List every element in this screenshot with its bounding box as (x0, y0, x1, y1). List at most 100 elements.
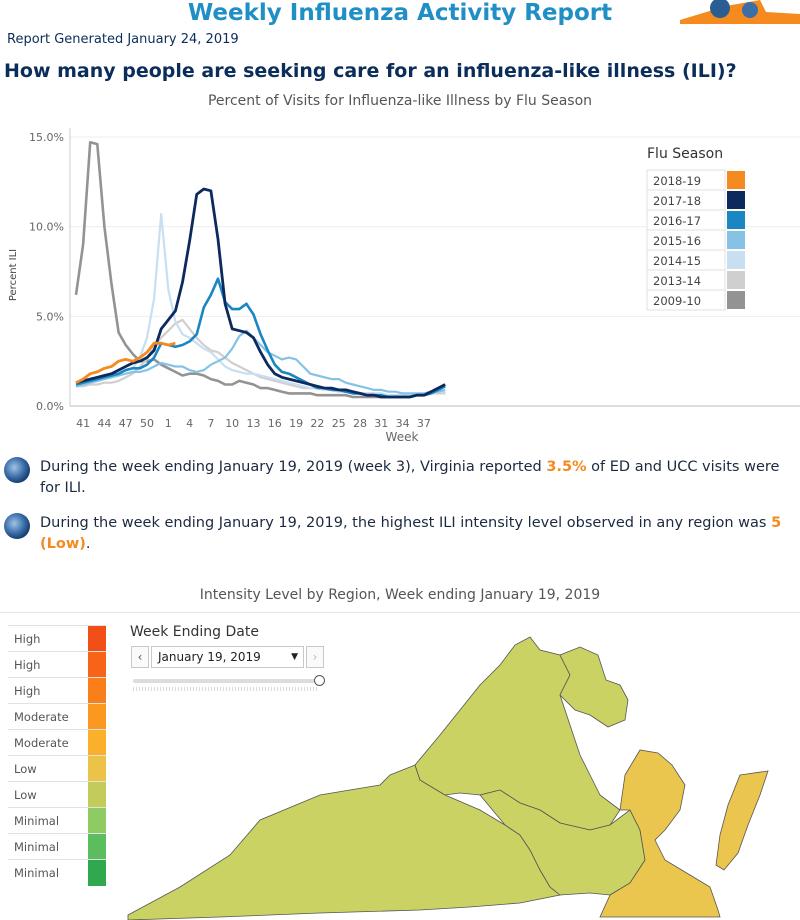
question-heading: How many people are seeking care for an … (4, 60, 737, 82)
intensity-level-label: Moderate (14, 736, 69, 750)
intensity-level-label: High (14, 632, 41, 646)
legend-swatch (727, 191, 745, 209)
virginia-logo (680, 0, 800, 24)
virus-icon (4, 457, 30, 483)
legend-label: 2013-14 (653, 274, 701, 288)
intensity-legend-row: Moderate (8, 729, 106, 756)
intensity-legend-row: Minimal (8, 859, 106, 886)
intensity-swatch (88, 652, 106, 678)
intensity-swatch (88, 704, 106, 730)
legend-label: 2009-10 (653, 294, 701, 308)
legend-swatch (727, 171, 745, 189)
x-tick-label: 28 (353, 417, 367, 430)
intensity-level-label: High (14, 658, 41, 672)
week-slider-track[interactable] (133, 679, 319, 683)
intensity-legend-row: Minimal (8, 807, 106, 834)
bullet-text: During the week ending January 19, 2019,… (40, 515, 772, 531)
next-week-button[interactable]: › (306, 646, 324, 668)
intensity-legend-row: Moderate (8, 703, 106, 730)
x-tick-label: 13 (247, 417, 261, 430)
y-axis-label: Percent ILI (8, 249, 19, 301)
week-date-dropdown[interactable]: January 19, 2019 ▼ (151, 646, 304, 668)
x-tick-label: 50 (140, 417, 154, 430)
intensity-swatch (88, 860, 106, 886)
week-slider-ticks (133, 687, 319, 691)
ili-line-chart: 0.0%5.0%10.0%15.0% 41 44 47 50 1 4 7 10 13 16 19 22… (8, 128, 800, 444)
intensity-level-label: Low (14, 762, 37, 776)
intensity-level-label: Moderate (14, 710, 69, 724)
intensity-level-label: Minimal (14, 840, 60, 854)
x-tick-label: 22 (310, 417, 324, 430)
legend-label: 2014-15 (653, 254, 701, 268)
prev-week-button[interactable]: ‹ (131, 646, 149, 668)
legend-swatch (727, 231, 745, 249)
intensity-level-label: Minimal (14, 814, 60, 828)
highlight-value: 5 (Low) (40, 515, 782, 552)
x-tick-labels: 41 44 47 50 1 4 7 10 13 16 19 22 25 28 31 34 37 (76, 417, 431, 430)
series-line-2018-19 (75, 341, 176, 384)
highlight-value: 3.5% (546, 459, 587, 475)
series-line-2017-18 (75, 187, 446, 399)
virus-icon (4, 513, 30, 539)
series-line-2016-17 (75, 277, 446, 399)
report-date: Report Generated January 24, 2019 (7, 32, 239, 47)
chart-title: Percent of Visits for Influenza-like Ill… (207, 93, 593, 109)
region-eastern-shore[interactable] (715, 770, 769, 871)
intensity-swatch (88, 626, 106, 652)
legend-swatch (727, 291, 745, 309)
week-ending-label: Week Ending Date (130, 624, 259, 640)
intensity-legend-row: Low (8, 781, 106, 808)
x-tick-label: 44 (97, 417, 111, 430)
x-tick-label: 47 (119, 417, 133, 430)
legend-swatch (727, 211, 745, 229)
x-tick-label: 41 (76, 417, 90, 430)
bullet-text: . (85, 536, 91, 552)
series-lines (74, 140, 446, 399)
intensity-legend-row: High (8, 677, 106, 704)
week-slider-handle[interactable] (314, 675, 325, 686)
x-tick-label: 1 (165, 417, 172, 430)
intensity-legend-row: Minimal (8, 833, 106, 860)
legend-label: 2015-16 (653, 234, 701, 248)
y-tick-label: 10.0% (29, 221, 64, 234)
intensity-swatch (88, 808, 106, 834)
region-northern[interactable] (559, 646, 629, 728)
legend-swatch (727, 251, 745, 269)
series-line-2015-16 (75, 329, 446, 395)
virginia-map (127, 636, 769, 920)
legend-row (646, 289, 726, 311)
y-tick-labels: 0.0% 5.0% 10.0% 15.0% (29, 131, 64, 413)
map-title: Intensity Level by Region, Week ending J… (199, 587, 601, 603)
x-tick-label: 25 (332, 417, 346, 430)
legend-label: 2018-19 (653, 174, 701, 188)
intensity-swatch (88, 756, 106, 782)
region-eastern[interactable] (599, 749, 721, 918)
legend-label: 2016-17 (653, 214, 701, 228)
y-tick-label: 15.0% (29, 131, 64, 144)
intensity-swatch (88, 782, 106, 808)
intensity-swatch (88, 678, 106, 704)
x-tick-label: 34 (396, 417, 410, 430)
bullet-ili-percent: During the week ending January 19, 2019 … (40, 457, 800, 499)
series-line-2009-10 (74, 140, 446, 399)
bullet-intensity: During the week ending January 19, 2019,… (40, 513, 800, 555)
intensity-level-label: Minimal (14, 866, 60, 880)
y-tick-label: 5.0% (36, 310, 64, 323)
x-tick-label: 10 (225, 417, 239, 430)
y-gridlines (69, 128, 800, 407)
intensity-level-label: Low (14, 788, 37, 802)
x-tick-label: 16 (268, 417, 282, 430)
bullet-text: of ED and UCC visits were for ILI. (40, 459, 780, 496)
x-axis-label: Week (386, 430, 419, 444)
legend-title: Flu Season (647, 146, 723, 162)
selected-date: January 19, 2019 (158, 650, 261, 664)
divider (0, 612, 800, 613)
legend-label: 2017-18 (653, 194, 701, 208)
x-tick-label: 19 (289, 417, 303, 430)
y-tick-label: 0.0% (36, 400, 64, 413)
intensity-legend-row: High (8, 625, 106, 652)
bullet-text: During the week ending January 19, 2019 … (40, 459, 547, 475)
intensity-legend-row: Low (8, 755, 106, 782)
chevron-down-icon: ▼ (291, 652, 298, 662)
legend-swatch (727, 271, 745, 289)
